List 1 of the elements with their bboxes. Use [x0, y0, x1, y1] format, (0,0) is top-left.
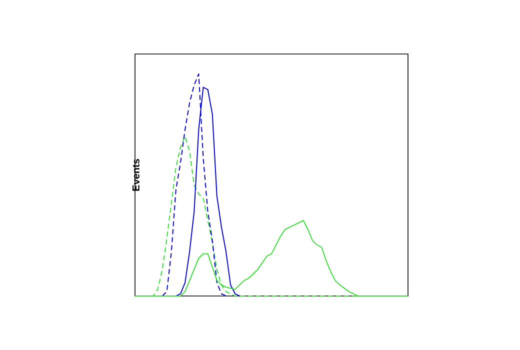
y-axis-title: Events: [132, 158, 140, 191]
